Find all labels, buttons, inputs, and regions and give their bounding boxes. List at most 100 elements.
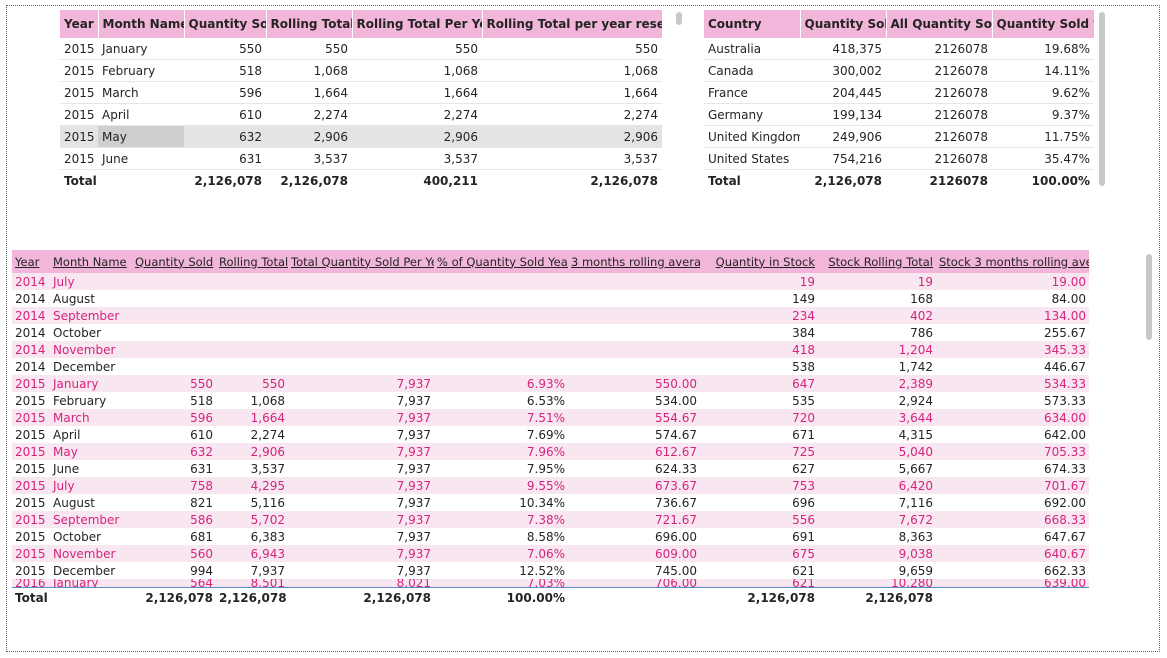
table-row[interactable]: 2015 December 994 7,937 7,937 12.52% 745.00 621… (12, 562, 1089, 579)
column-header[interactable]: All Quantity Sold (886, 10, 993, 38)
table-row[interactable]: 2014 July 19 19 19.00 (12, 273, 1089, 290)
column-header[interactable]: Rolling Total Per Year (352, 10, 483, 38)
column-header[interactable]: Rolling Total (266, 10, 353, 38)
table-row[interactable]: Canada 300,002 2126078 14.11% (704, 59, 1094, 82)
table-row[interactable]: 2015 September 586 5,702 7,937 7.38% 721.67 556… (12, 511, 1089, 528)
table-cell: 2015 (12, 477, 50, 494)
table-row[interactable]: 2016 January 564 8,501 8,021 7.03% 706.00 621 10… (12, 579, 1089, 588)
table-cell: 627 (792, 461, 815, 476)
table-cell: 2015 (15, 427, 46, 442)
column-header[interactable]: Rolling Total per year reset/tot (482, 10, 663, 38)
table-row[interactable]: 2015 February 518 1,068 1,068 1,068 (60, 59, 662, 82)
table-row[interactable]: 2015 May 632 2,906 7,937 7.96% 612.67 725 5,040 7… (12, 443, 1089, 460)
table-row[interactable]: 2014 September 234 402 134.00 (12, 307, 1089, 324)
table-cell: 2,389 (818, 375, 936, 392)
vertical-scrollbar[interactable] (1099, 12, 1105, 186)
table-row[interactable]: Germany 199,134 2126078 9.37% (704, 103, 1094, 126)
table-cell: 4,295 (216, 477, 288, 494)
table-cell: 550 (482, 38, 662, 60)
column-header[interactable]: % of Quantity Sold Yearly (434, 250, 568, 273)
table-cell: 5,667 (898, 461, 933, 476)
table-row[interactable]: 2014 October 384 786 255.67 (12, 324, 1089, 341)
column-header[interactable]: Year (12, 250, 50, 273)
column-header[interactable]: Stock Rolling Total (818, 250, 936, 273)
table-cell: 2,906 (352, 125, 482, 148)
column-header[interactable]: Quantity Sold (132, 250, 216, 273)
table-cell: 2015 (60, 38, 98, 60)
table-cell: October (53, 325, 102, 340)
table-row[interactable]: 2014 December 538 1,742 446.67 (12, 358, 1089, 375)
table-cell: 535 (792, 393, 815, 408)
table-cell: 705.33 (936, 443, 1089, 460)
table-cell: 2,274 (352, 103, 482, 126)
table-row[interactable]: 2015 March 596 1,664 7,937 7.51% 554.67 720 3,64… (12, 409, 1089, 426)
column-header[interactable]: Total Quantity Sold Per Year (288, 250, 434, 273)
table-row[interactable]: France 204,445 2126078 9.62% (704, 81, 1094, 104)
column-header[interactable]: Quantity Sold (800, 10, 887, 38)
table-row[interactable]: 2015 April 610 2,274 7,937 7.69% 574.67 671 4,31… (12, 426, 1089, 443)
table-row[interactable]: 2015 January 550 550 550 550 (60, 38, 662, 60)
table-cell: 7,937 (396, 563, 431, 578)
table-cell: 681 (190, 529, 213, 544)
table-cell: 9.37% (992, 103, 1094, 126)
report-canvas (6, 5, 1160, 652)
total-cell: 2126078 (886, 169, 992, 192)
column-header[interactable]: Country (704, 10, 801, 38)
table-row[interactable]: 2015 January 550 550 7,937 6.93% 550.00 647 2,38… (12, 375, 1089, 392)
table-cell: 2126078 (886, 59, 992, 82)
stock-rolling-table-visual: Year Month Name Quantity Sold Rolling Total… (12, 250, 1152, 630)
table-cell: 5,702 (216, 511, 288, 528)
table-cell: 9.55% (434, 477, 568, 494)
table-cell: 634.00 (936, 409, 1089, 426)
table-cell (132, 307, 216, 324)
table-cell: 550 (352, 38, 482, 60)
table-cell (288, 358, 434, 375)
table-cell: January (98, 38, 184, 60)
table-row[interactable]: 2015 March 596 1,664 1,664 1,664 (60, 81, 662, 104)
table-row[interactable]: 2015 July 758 4,295 7,937 9.55% 673.67 753 6,420… (12, 477, 1089, 494)
vertical-scrollbar[interactable] (1146, 254, 1152, 340)
total-row: Total 2,126,078 2126078 100.00% (704, 169, 1094, 192)
table-row[interactable]: 2015 November 560 6,943 7,937 7.06% 609.00 675 9… (12, 545, 1089, 562)
table-row[interactable]: 2014 November 418 1,204 345.33 (12, 341, 1089, 358)
table-cell: 7.69% (526, 427, 565, 442)
column-header[interactable]: Month Name (98, 10, 185, 38)
table-row[interactable]: 2014 August 149 168 84.00 (12, 290, 1089, 307)
total-cell: 2,126,078 (700, 587, 818, 608)
table-cell: 1,664 (352, 81, 482, 104)
table-row[interactable]: 2015 June 631 3,537 3,537 3,537 (60, 147, 662, 170)
column-header[interactable]: Quantity Sold % (992, 10, 1095, 38)
column-header[interactable]: Stock 3 months rolling average (936, 250, 1089, 273)
table-cell: 647 (700, 375, 818, 392)
column-header[interactable]: Month Name (50, 250, 132, 273)
table-cell: 10,280 (818, 579, 936, 588)
table-row[interactable]: 2015 April 610 2,274 2,274 2,274 (60, 103, 662, 126)
table-cell: 673.67 (568, 477, 700, 494)
table-row[interactable]: 2015 June 631 3,537 7,937 7.95% 624.33 627 5,667… (12, 460, 1089, 477)
table-row[interactable]: United States 754,216 2126078 35.47% (704, 147, 1094, 170)
table-row[interactable]: United Kingdom 249,906 2126078 11.75% (704, 125, 1094, 148)
column-header[interactable]: Year (60, 10, 99, 38)
table-row[interactable]: 2015 August 821 5,116 7,937 10.34% 736.67 696 7,… (12, 494, 1089, 511)
table-cell: 1,068 (250, 393, 285, 408)
table-cell: 696 (792, 495, 815, 510)
table-cell: 692.00 (1044, 495, 1086, 510)
table-cell: 675 (700, 545, 818, 562)
table-cell: 639.00 (936, 579, 1089, 588)
table-row[interactable]: 2015 May 632 2,906 2,906 2,906 (60, 125, 662, 148)
table-cell: 647.67 (1044, 529, 1086, 544)
column-header[interactable]: Rolling Total (216, 250, 288, 273)
table-row[interactable]: 2015 October 681 6,383 7,937 8.58% 696.00 691 8,… (12, 528, 1089, 545)
table-cell: 9.62% (992, 81, 1094, 104)
table-cell: 2015 (15, 393, 46, 408)
table-cell: 2015 (15, 563, 46, 578)
column-header[interactable]: Quantity in Stock (700, 250, 818, 273)
total-row: Total 2,126,078 2,126,078 2,126,078 100.00% 2… (12, 587, 1089, 608)
table-row[interactable]: Australia 418,375 2126078 19.68% (704, 38, 1094, 60)
column-header[interactable]: Quantity Sold (184, 10, 267, 38)
column-header[interactable]: 3 months rolling average (568, 250, 700, 273)
vertical-scrollbar[interactable] (676, 12, 682, 25)
table-cell: 249,906 (800, 125, 886, 148)
table-row[interactable]: 2015 February 518 1,068 7,937 6.53% 534.00 535 2… (12, 392, 1089, 409)
total-cell (936, 587, 1089, 608)
